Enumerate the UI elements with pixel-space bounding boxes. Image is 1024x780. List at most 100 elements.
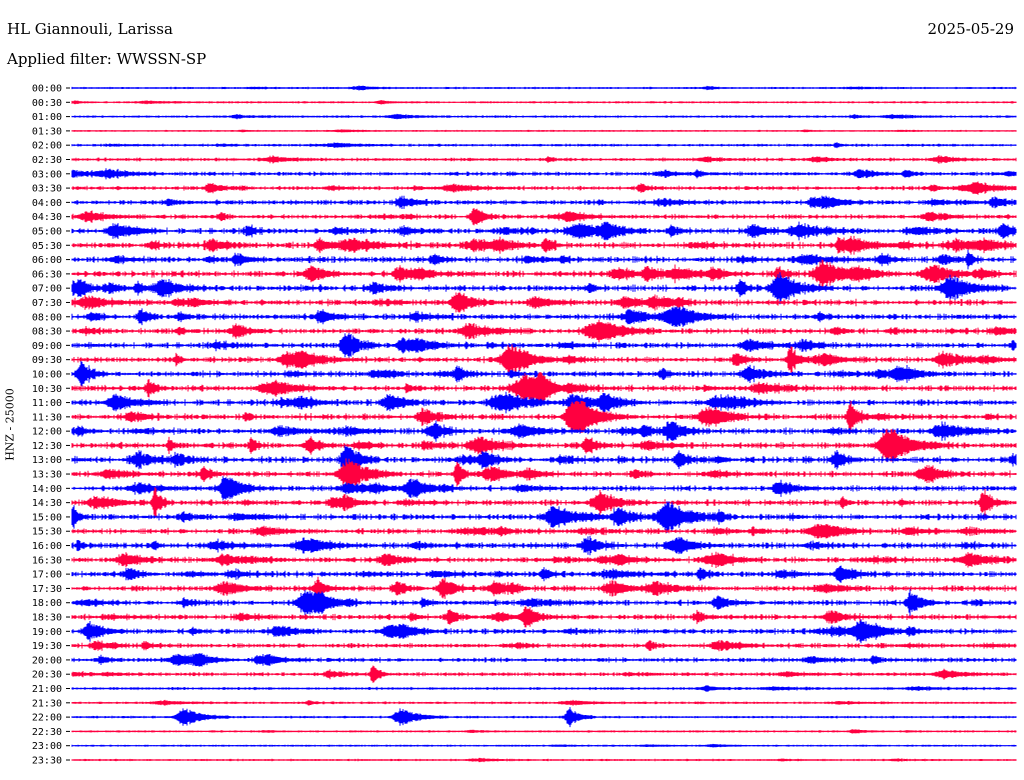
- trace-row-1300: [71, 445, 1017, 475]
- trace-row-2200: [71, 707, 1017, 728]
- trace-row-1230: [71, 429, 1017, 462]
- trace-row-2330: [71, 757, 1017, 763]
- row-time-label: 23:00: [32, 741, 62, 752]
- row-time-label: 18:00: [32, 598, 62, 609]
- row-time-label: 09:00: [32, 341, 62, 352]
- trace-row-1000: [71, 361, 1017, 387]
- date-label: 2025-05-29: [927, 20, 1014, 38]
- trace-row-2000: [71, 653, 1017, 667]
- row-time-label: 05:00: [32, 226, 62, 237]
- trace-row-0800: [71, 306, 1017, 327]
- trace-row-0500: [71, 221, 1017, 241]
- trace-row-1100: [71, 391, 1017, 414]
- row-time-label: 05:30: [32, 241, 62, 252]
- trace-row-1730: [71, 576, 1017, 601]
- trace-row-0030: [71, 100, 1017, 105]
- row-time-label: 12:00: [32, 427, 62, 438]
- trace-row-1200: [71, 420, 1017, 442]
- trace-row-0400: [71, 195, 1017, 210]
- trace-row-0230: [71, 155, 1017, 164]
- trace-row-1030: [71, 372, 1017, 405]
- trace-row-2300: [71, 743, 1017, 748]
- trace-row-0000: [71, 85, 1017, 91]
- row-time-label: 19:30: [32, 641, 62, 652]
- row-time-label: 14:30: [32, 498, 62, 509]
- row-time-label: 15:30: [32, 527, 62, 538]
- filter-label: Applied filter: WWSSN-SP: [7, 50, 207, 68]
- row-time-label: 13:00: [32, 455, 62, 466]
- trace-row-2230: [71, 729, 1017, 734]
- trace-row-2130: [71, 699, 1017, 706]
- row-time-label: 11:00: [32, 398, 62, 409]
- trace-row-0200: [71, 142, 1017, 149]
- station-title: HL Giannouli, Larissa: [7, 20, 173, 38]
- trace-row-0330: [71, 181, 1017, 195]
- trace-row-1800: [71, 588, 1017, 617]
- row-time-label: 04:00: [32, 198, 62, 209]
- row-time-label: 04:30: [32, 212, 62, 223]
- row-time-label: 06:30: [32, 269, 62, 280]
- row-time-label: 09:30: [32, 355, 62, 366]
- trace-row-0530: [71, 235, 1017, 255]
- trace-row-1830: [71, 606, 1017, 628]
- row-time-label: 20:00: [32, 655, 62, 666]
- trace-row-2100: [71, 685, 1017, 692]
- row-time-label: 10:30: [32, 384, 62, 395]
- row-time-label: 13:30: [32, 470, 62, 481]
- row-time-label: 12:30: [32, 441, 62, 452]
- row-time-label: 23:30: [32, 756, 62, 767]
- trace-row-1400: [71, 476, 1017, 501]
- trace-row-1700: [71, 565, 1017, 583]
- row-time-label: 17:00: [32, 570, 62, 581]
- row-time-label: 07:00: [32, 284, 62, 295]
- row-time-label: 00:30: [32, 98, 62, 109]
- row-time-label: 07:30: [32, 298, 62, 309]
- trace-row-1330: [71, 458, 1017, 490]
- trace-row-0900: [71, 333, 1017, 358]
- row-time-label: 00:00: [32, 84, 62, 95]
- trace-row-1600: [71, 535, 1017, 556]
- row-time-label: 20:30: [32, 670, 62, 681]
- row-time-label: 17:30: [32, 584, 62, 595]
- row-time-label: 19:00: [32, 627, 62, 638]
- row-time-label: 08:30: [32, 327, 62, 338]
- trace-row-0730: [71, 292, 1017, 313]
- row-time-label: 22:30: [32, 727, 62, 738]
- trace-row-2030: [71, 665, 1017, 683]
- trace-row-0430: [71, 208, 1017, 226]
- row-time-label: 01:00: [32, 112, 62, 123]
- trace-row-1900: [71, 619, 1017, 644]
- row-time-label: 06:00: [32, 255, 62, 266]
- trace-row-1130: [71, 400, 1017, 433]
- trace-row-1500: [71, 501, 1017, 533]
- row-time-label: 21:30: [32, 698, 62, 709]
- trace-row-0100: [71, 113, 1017, 120]
- row-time-label: 21:00: [32, 684, 62, 695]
- trace-row-0130: [71, 129, 1017, 133]
- trace-row-1930: [71, 640, 1017, 652]
- row-time-label: 01:30: [32, 126, 62, 137]
- trace-row-1430: [71, 487, 1017, 519]
- trace-row-0830: [71, 319, 1017, 343]
- row-time-label: 02:30: [32, 155, 62, 166]
- trace-row-0930: [71, 344, 1017, 375]
- trace-row-1630: [71, 551, 1017, 568]
- row-time-label: 15:00: [32, 512, 62, 523]
- row-time-label: 14:00: [32, 484, 62, 495]
- row-time-label: 08:00: [32, 312, 62, 323]
- trace-row-0300: [71, 168, 1017, 180]
- row-time-label: 03:00: [32, 169, 62, 180]
- row-time-label: 02:00: [32, 141, 62, 152]
- trace-row-0600: [71, 249, 1017, 270]
- row-time-label: 03:30: [32, 184, 62, 195]
- row-time-label: 10:00: [32, 369, 62, 380]
- row-time-label: 22:00: [32, 713, 62, 724]
- row-time-label: 18:30: [32, 613, 62, 624]
- trace-row-0700: [71, 272, 1017, 305]
- row-time-label: 16:30: [32, 555, 62, 566]
- trace-row-1530: [71, 523, 1017, 539]
- row-time-label: 16:00: [32, 541, 62, 552]
- trace-row-0630: [71, 259, 1017, 289]
